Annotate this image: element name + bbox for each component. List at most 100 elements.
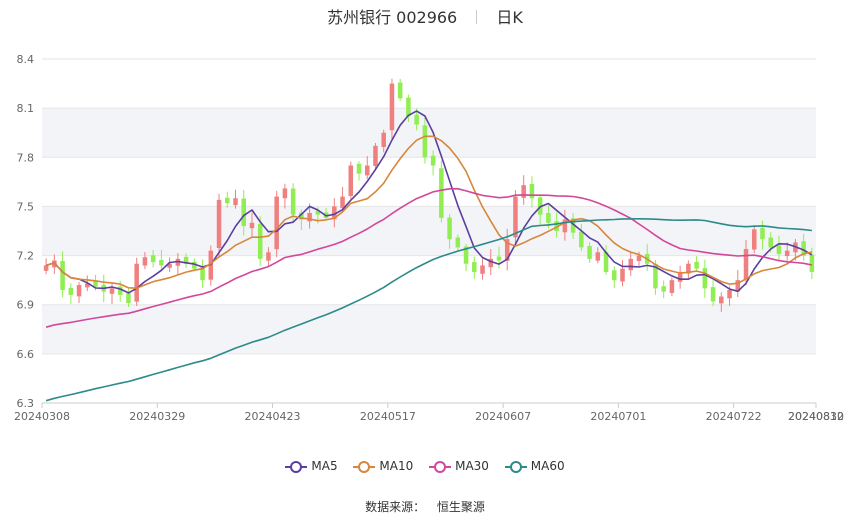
candle [315, 210, 321, 215]
candle [373, 145, 378, 166]
candle [463, 246, 469, 264]
candle [554, 221, 559, 231]
candle [743, 249, 749, 280]
candle [348, 165, 354, 196]
candle [768, 237, 773, 248]
ma5-line [45, 110, 813, 294]
y-tick-label: 8.1 [17, 102, 35, 115]
candle [587, 246, 592, 259]
candle [628, 258, 633, 271]
candle [85, 283, 90, 288]
candle [159, 259, 164, 266]
candle [60, 260, 65, 290]
candle [636, 255, 642, 261]
candle [760, 227, 765, 240]
candle [257, 223, 263, 259]
candle [274, 196, 279, 250]
candle [422, 125, 428, 158]
legend-item-ma30[interactable]: MA30 [429, 459, 489, 473]
legend: MA5 MA10 MA30 MA60 [0, 459, 850, 473]
candle [727, 289, 732, 299]
y-tick-label: 6.9 [17, 299, 35, 312]
candle [397, 82, 403, 99]
x-tick-label: 20240329 [129, 410, 185, 423]
candle [290, 188, 296, 215]
candle [76, 285, 82, 297]
legend-item-ma60[interactable]: MA60 [504, 459, 565, 473]
x-tick-label: 20240517 [360, 410, 416, 423]
data-source: 数据来源： 恒生聚源 [0, 498, 850, 515]
candle [570, 218, 576, 233]
candle [93, 281, 98, 287]
candlestick-chart: 6.3 6.6 6.9 7.2 7.5 7.8 8.1 8.4 20240308 20240329… [14, 53, 844, 423]
candle [653, 263, 658, 289]
source-label: 数据来源： [365, 500, 426, 514]
y-tick-label: 6.3 [17, 397, 35, 410]
candle [562, 219, 568, 233]
candle [142, 257, 148, 266]
candle [488, 258, 494, 268]
candle [200, 267, 205, 281]
candle [389, 83, 395, 131]
candle [447, 217, 452, 240]
candle [455, 237, 461, 248]
candle [117, 286, 123, 295]
candle [183, 256, 189, 264]
candle [710, 287, 716, 302]
candle [134, 263, 139, 302]
candle [513, 196, 518, 238]
candle [694, 261, 699, 269]
plot-band [42, 304, 816, 354]
candle [472, 262, 477, 272]
candle [216, 199, 222, 249]
candle [414, 114, 419, 125]
candle [225, 197, 230, 204]
legend-item-ma10[interactable]: MA10 [353, 459, 413, 473]
candle [364, 165, 370, 176]
candle [340, 196, 345, 208]
candle [109, 288, 115, 294]
ma10-line [45, 135, 813, 290]
candle [719, 296, 724, 304]
candle [307, 212, 312, 222]
legend-item-ma5[interactable]: MA5 [285, 459, 338, 473]
candle [595, 252, 601, 261]
candle [480, 265, 485, 274]
candle [579, 231, 584, 248]
x-tick-label: 20240308 [14, 410, 70, 423]
period-label[interactable]: 日K [496, 8, 523, 27]
candle [751, 229, 757, 250]
candle [702, 268, 708, 289]
y-tick-label: 7.2 [17, 250, 35, 263]
title-separator [476, 10, 478, 24]
source-value: 恒生聚源 [436, 500, 485, 514]
candle [192, 261, 197, 269]
candle [620, 268, 625, 282]
x-tick-label: 20240722 [706, 410, 762, 423]
candle [266, 252, 271, 261]
candle [776, 245, 782, 254]
candle [735, 280, 741, 292]
candle [612, 270, 617, 281]
candle [406, 97, 411, 117]
y-tick-label: 7.5 [17, 200, 35, 213]
candle [504, 239, 510, 261]
candle [546, 212, 551, 223]
ma60-line [45, 218, 812, 402]
candle [669, 280, 675, 293]
candle [677, 271, 683, 282]
y-tick-label: 8.4 [17, 53, 35, 66]
x-tick-label: 20240423 [245, 410, 301, 423]
y-tick-label: 6.6 [17, 348, 35, 361]
candle [241, 198, 246, 227]
candle [332, 206, 337, 220]
candle [784, 250, 790, 257]
x-tick-label: 20240607 [475, 410, 531, 423]
candle [233, 198, 238, 206]
x-tick-label: 20240812 [788, 410, 844, 423]
chart-title: 苏州银行 002966 日K [0, 4, 850, 28]
ma30-line [45, 187, 813, 328]
candle [661, 286, 666, 292]
candle [43, 265, 49, 271]
x-tick-label: 20240701 [590, 410, 646, 423]
